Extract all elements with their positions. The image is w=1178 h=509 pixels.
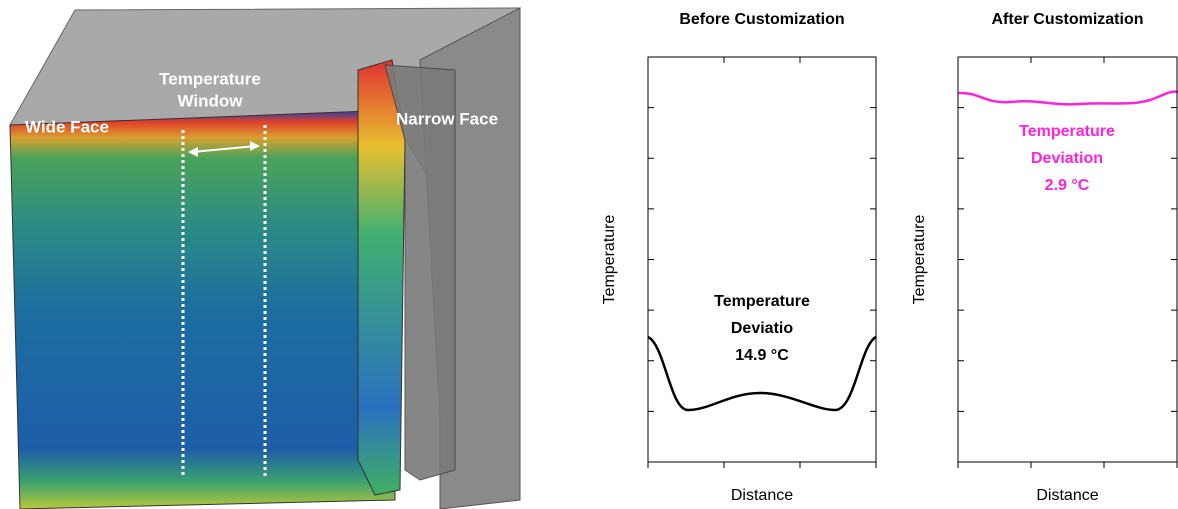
window-label: Temperature (159, 69, 261, 88)
x-label: Distance (1036, 487, 1098, 504)
y-label: Temperature (601, 214, 618, 304)
wide-face-label: Wide Face (25, 117, 109, 136)
annotation: Temperature (714, 293, 810, 310)
annotation: Temperature (1019, 123, 1115, 140)
panel-title: Before Customization (679, 11, 844, 28)
x-label: Distance (731, 487, 793, 504)
plot-frame (648, 57, 876, 462)
annotation: 2.9 °C (1045, 177, 1090, 194)
narrow-face-label: Narrow Face (396, 109, 498, 128)
y-label: Temperature (911, 214, 928, 304)
curve (958, 92, 1178, 105)
wide-face (10, 110, 395, 509)
panel-title: After Customization (992, 11, 1144, 28)
figure: Wide Face Temperature Window Narrow Face… (0, 0, 1178, 509)
annotation: Deviation (1031, 150, 1103, 167)
mold-render: Wide Face Temperature Window Narrow Face (10, 8, 520, 509)
annotation: Deviatio (731, 320, 793, 337)
plot-frame (958, 57, 1177, 462)
annotation: 14.9 °C (735, 347, 789, 364)
window-label: Window (178, 91, 244, 110)
page: Wide Face Temperature Window Narrow Face… (0, 0, 1178, 509)
